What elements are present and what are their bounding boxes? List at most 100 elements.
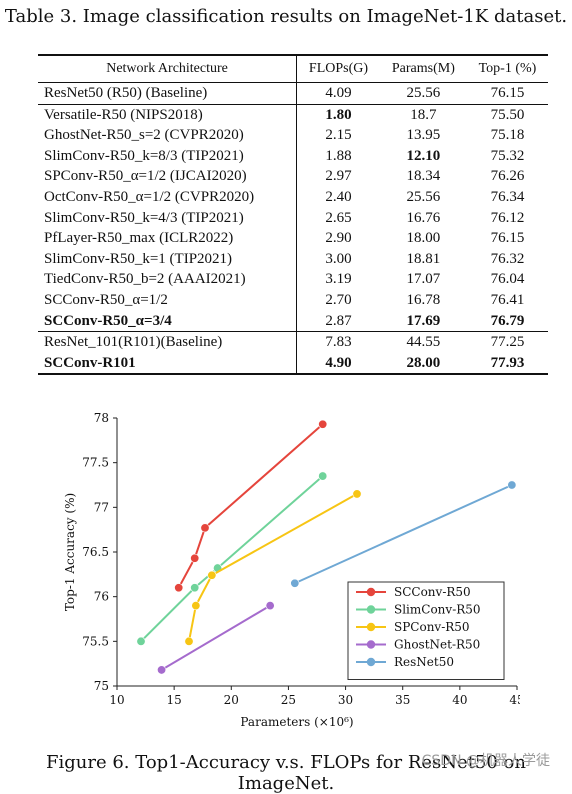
cell-flops: 1.88 <box>296 145 380 167</box>
legend-marker <box>366 622 376 632</box>
cell-params: 44.55 <box>406 334 441 351</box>
x-tick-label: 15 <box>167 693 182 707</box>
legend-marker <box>366 587 376 597</box>
header-params: Params(M) <box>379 54 467 83</box>
cell-flops: 2.70 <box>296 289 380 311</box>
header-flops: FLOPs(G) <box>296 54 380 83</box>
table-row: SlimConv-R50_k=1 (TIP2021) 3.00 18.81 76.32 <box>38 248 548 270</box>
cell-name: TiedConv-R50_b=2 (AAAI2021) <box>44 271 246 288</box>
cell-top1: 76.79 <box>466 310 548 333</box>
cell-top1: 77.93 <box>466 352 548 376</box>
cell-name: SlimConv-R50_k=8/3 (TIP2021) <box>44 147 244 164</box>
cell-name: GhostNet-R50_s=2 (CVPR2020) <box>44 127 244 144</box>
table-body: ResNet50 (R50) (Baseline) 4.09 25.56 76.15 V… <box>38 82 548 376</box>
cell-flops: 4.90 <box>296 352 380 376</box>
table-row: SPConv-R50_α=1/2 (IJCAI2020) 2.97 18.34 76.… <box>38 166 548 187</box>
table-row: PfLayer-R50_max (ICLR2022) 2.90 18.00 76.15 <box>38 228 548 249</box>
table-row: SCConv-R50_α=1/2 2.70 16.78 76.41 <box>38 289 548 311</box>
y-tick-label: 78 <box>94 411 109 425</box>
results-table: Network Architecture FLOPs(G) Params(M) … <box>38 54 548 376</box>
x-tick-label: 25 <box>281 693 296 707</box>
legend-label: ResNet50 <box>394 655 454 669</box>
legend-marker <box>366 657 376 667</box>
data-point <box>200 523 210 533</box>
table-row: TiedConv-R50_b=2 (AAAI2021) 3.19 17.07 76.0… <box>38 269 548 290</box>
cell-flops: 2.90 <box>296 228 380 249</box>
legend-marker <box>366 640 376 649</box>
cell-name: OctConv-R50_α=1/2 (CVPR2020) <box>44 188 255 205</box>
cell-top1: 76.34 <box>490 188 525 205</box>
accuracy-vs-params-chart: 10 15 20 25 30 35 40 45 75 75.5 76 76.5 77 77.5 78 Para… <box>60 400 525 740</box>
cell-flops: 2.40 <box>296 186 380 208</box>
series-line-4 <box>294 484 513 585</box>
cell-top1: 76.32 <box>490 250 525 267</box>
x-axis-label: Parameters (×10⁶) <box>240 715 353 729</box>
data-point <box>207 570 217 580</box>
cell-name: PfLayer-R50_max (ICLR2022) <box>44 230 234 247</box>
table-row: Versatile-R50 (NIPS2018) 1.80 18.7 75.50 <box>38 104 548 126</box>
y-tick-label: 75 <box>94 679 109 693</box>
series-line-0 <box>177 423 324 589</box>
table-row: SlimConv-R50_k=4/3 (TIP2021) 2.65 16.76 76.… <box>38 207 548 229</box>
x-tick-label: 45 <box>509 693 520 707</box>
data-point <box>136 636 146 646</box>
cell-flops: 4.09 <box>296 82 380 105</box>
cell-top1: 77.25 <box>490 334 525 351</box>
table-row: SlimConv-R50_k=8/3 (TIP2021) 1.88 12.10 75.… <box>38 145 548 167</box>
table-row: GhostNet-R50_s=2 (CVPR2020) 2.15 13.95 75.1… <box>38 125 548 146</box>
cell-name: SPConv-R50_α=1/2 (IJCAI2020) <box>44 168 247 185</box>
cell-top1: 76.26 <box>490 168 525 185</box>
header-top1: Top-1 (%) <box>466 54 548 83</box>
cell-params: 16.78 <box>406 291 441 308</box>
chart-svg: 10 15 20 25 30 35 40 45 75 75.5 76 76.5 77 77.5 78 Para… <box>63 411 525 729</box>
data-point <box>318 471 328 481</box>
cell-top1: 75.32 <box>490 147 525 164</box>
cell-flops: 2.15 <box>296 125 380 146</box>
cell-params: 25.56 <box>406 188 441 205</box>
cell-params: 18.7 <box>410 106 437 123</box>
x-tick-label: 20 <box>224 693 239 707</box>
series-line-2 <box>188 493 358 642</box>
y-tick-label: 77.5 <box>82 456 109 470</box>
data-point <box>352 489 362 499</box>
data-point <box>265 601 275 611</box>
cell-params: 18.81 <box>406 250 441 267</box>
data-point <box>157 665 167 675</box>
cell-params: 17.07 <box>406 271 441 288</box>
x-tick-label: 30 <box>338 693 353 707</box>
legend-label: SCConv-R50 <box>394 585 471 599</box>
x-tick-label: 10 <box>109 693 124 707</box>
y-tick-label: 76 <box>94 590 109 604</box>
cell-top1: 75.50 <box>490 106 525 123</box>
table-header-row: Network Architecture FLOPs(G) Params(M) … <box>38 54 548 83</box>
cell-flops: 2.65 <box>296 207 380 229</box>
cell-params: 17.69 <box>379 310 467 333</box>
data-point <box>191 601 201 611</box>
cell-name: SCConv-R50_α=3/4 <box>38 310 297 333</box>
cell-name: ResNet_101(R101)(Baseline) <box>44 334 223 351</box>
cell-params: 13.95 <box>406 127 441 144</box>
cell-params: 18.34 <box>406 168 441 185</box>
cell-top1: 76.04 <box>490 271 525 288</box>
cell-top1: 76.15 <box>490 230 525 247</box>
cell-flops: 3.19 <box>296 269 380 290</box>
cell-top1: 76.12 <box>490 209 525 226</box>
data-point <box>318 419 328 429</box>
table-row: OctConv-R50_α=1/2 (CVPR2020) 2.40 25.56 76.… <box>38 186 548 208</box>
cell-top1: 76.41 <box>490 291 525 308</box>
cell-name: Versatile-R50 (NIPS2018) <box>44 106 203 123</box>
data-point <box>290 578 300 588</box>
legend-label: SPConv-R50 <box>394 620 470 634</box>
legend-marker <box>366 605 376 614</box>
watermark: CSDN @机器人学徒 <box>421 753 550 769</box>
cell-flops: 3.00 <box>296 248 380 270</box>
x-tick-label: 35 <box>395 693 410 707</box>
legend-label: SlimConv-R50 <box>394 603 481 617</box>
cell-flops: 7.83 <box>296 331 380 353</box>
cell-params: 28.00 <box>379 352 467 376</box>
cell-params: 12.10 <box>406 147 441 164</box>
cell-name: SCConv-R50_α=1/2 <box>44 291 168 308</box>
series-line-3 <box>161 604 271 671</box>
cell-flops: 2.97 <box>296 166 380 187</box>
data-point <box>184 636 194 646</box>
